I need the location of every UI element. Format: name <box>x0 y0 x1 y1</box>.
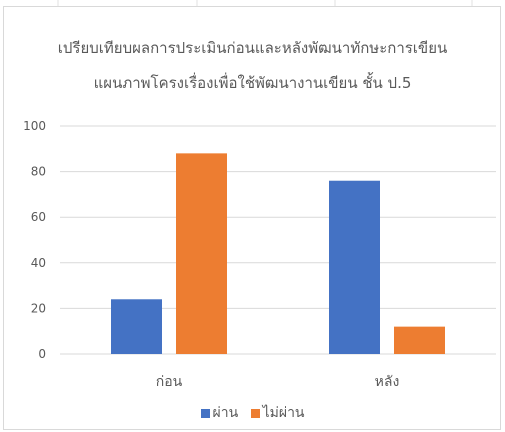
legend-label-fail: ไม่ผ่าน <box>262 405 305 421</box>
y-tick-label-40: 40 <box>31 256 46 270</box>
x-category-label-after: หลัง <box>375 374 400 390</box>
x-category-label-before: ก่อน <box>156 374 183 390</box>
bar-pass-before <box>111 299 162 354</box>
bar-fail-after <box>394 326 445 354</box>
y-tick-label-80: 80 <box>31 165 46 179</box>
bar-pass-after <box>329 180 380 354</box>
y-tick-label-60: 60 <box>31 210 46 224</box>
chart-title-line-1: เปรียบเทียบผลการประเมินก่อนและหลังพัฒนาท… <box>57 39 448 57</box>
chart-title-line-2: แผนภาพโครงเรื่องเพื่อใช้พัฒนางานเขียน ชั… <box>93 74 412 92</box>
chart-frame <box>3 6 501 430</box>
y-tick-label-20: 20 <box>31 301 46 315</box>
legend-item-fail: ไม่ผ่าน <box>250 402 305 424</box>
legend-label-pass: ผ่าน <box>212 405 239 421</box>
y-tick-label-0: 0 <box>38 347 46 361</box>
legend-swatch-fail <box>250 408 260 418</box>
legend-swatch-pass <box>200 408 210 418</box>
sheet-gridline-marks <box>57 0 473 6</box>
chart-legend: ผ่าน ไม่ผ่าน <box>0 402 505 424</box>
legend-item-pass: ผ่าน <box>200 402 239 424</box>
bar-fail-before <box>176 153 227 354</box>
y-tick-label-100: 100 <box>23 119 46 133</box>
